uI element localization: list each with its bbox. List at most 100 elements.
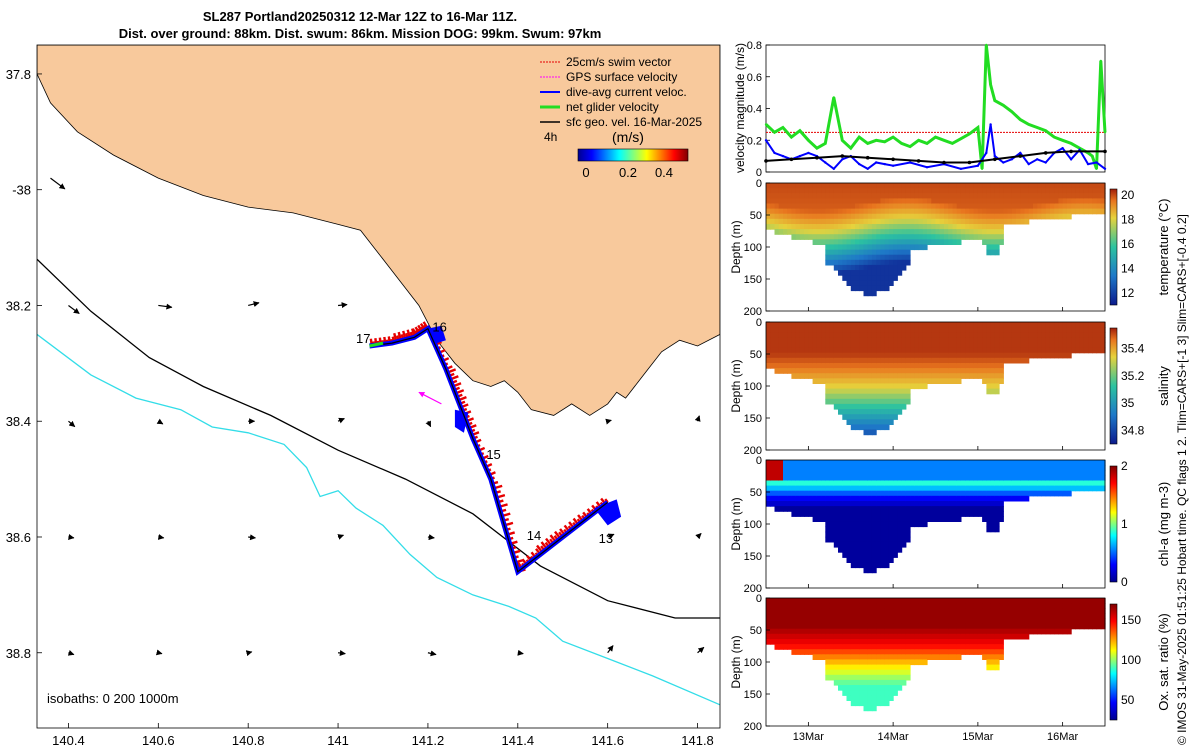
section-cell <box>1058 460 1064 466</box>
section-cell <box>812 618 818 625</box>
section-cell <box>842 275 848 281</box>
section-cell <box>888 264 894 271</box>
section-cell <box>778 208 784 215</box>
section-cell <box>931 327 937 333</box>
section-cell <box>994 659 1000 666</box>
section-cell <box>999 239 1004 245</box>
section-cell <box>871 259 877 266</box>
section-cell <box>812 649 818 655</box>
section-cell <box>914 229 920 235</box>
section-cell <box>1041 208 1047 215</box>
velocity-point <box>1103 131 1107 134</box>
section-cell <box>914 332 920 338</box>
section-cell <box>825 659 831 666</box>
section-cell <box>855 531 860 538</box>
map-x-tick-label: 141.8 <box>681 733 714 748</box>
section-cell <box>1024 332 1030 338</box>
section-cell <box>969 506 975 512</box>
map-x-tick-label: 141.6 <box>591 733 624 748</box>
section-cell <box>770 618 775 625</box>
section-cell <box>880 557 886 563</box>
section-cell <box>880 393 886 400</box>
section-cell <box>855 183 860 189</box>
velocity-series <box>764 43 1107 171</box>
section-cell <box>791 506 797 512</box>
section-cell <box>884 183 890 189</box>
section-cell <box>935 633 941 640</box>
section-cell <box>871 531 877 538</box>
map-y-tick-label: 38.6 <box>6 530 31 545</box>
section-cell <box>977 649 983 655</box>
section-cell <box>867 249 873 256</box>
section-cell <box>1062 342 1068 349</box>
section-cell <box>850 480 856 487</box>
section-cell <box>893 664 898 671</box>
section-cell <box>948 234 953 240</box>
section-cell <box>927 608 932 614</box>
section-cell <box>1024 470 1030 476</box>
section-cell <box>939 511 945 517</box>
section-cell <box>863 264 869 271</box>
section-cell <box>893 378 898 384</box>
section-cell <box>880 264 886 271</box>
section-cell <box>999 183 1004 189</box>
section-cell <box>956 639 962 645</box>
section-cell <box>944 229 949 235</box>
section-cell <box>859 259 864 266</box>
section-cell <box>939 490 945 497</box>
section-cell <box>850 419 856 425</box>
section-cell <box>901 224 907 230</box>
section-cell <box>829 654 835 660</box>
section-cell <box>774 644 780 650</box>
section-cell <box>804 327 809 333</box>
section-cell <box>1028 485 1034 492</box>
geo-vector-15 <box>337 534 345 540</box>
section-cell <box>973 208 979 215</box>
section-cell <box>871 639 877 645</box>
section-cell <box>965 234 970 240</box>
section-y-tick-label: 50 <box>750 487 762 499</box>
section-cell <box>1045 608 1051 614</box>
section-ylabel: Depth (m) <box>729 220 743 273</box>
section-cell <box>766 332 771 338</box>
section-cell <box>859 526 864 533</box>
section-cell <box>855 280 860 286</box>
section-cell <box>944 490 949 497</box>
section-cell <box>880 357 886 364</box>
section-cell <box>986 218 992 225</box>
section-cell <box>859 188 864 194</box>
section-cell <box>808 218 814 225</box>
section-cell <box>1028 322 1034 328</box>
section-cell <box>897 475 903 482</box>
section-cell <box>1011 357 1017 364</box>
section-cell <box>990 244 996 251</box>
section-cell <box>944 501 949 507</box>
section-cell <box>846 659 852 666</box>
section-cell <box>804 373 809 379</box>
section-cell <box>935 208 941 215</box>
section-cell <box>910 203 915 210</box>
section-cell <box>1071 623 1076 630</box>
section-cell <box>999 193 1004 199</box>
section-cell <box>804 322 809 328</box>
velocity-point <box>942 160 946 165</box>
section-cell <box>829 633 835 640</box>
section-cell <box>884 285 890 292</box>
section-cell <box>1096 608 1102 614</box>
section-cell <box>833 342 839 349</box>
section-cell <box>842 193 848 199</box>
section-cell <box>999 342 1004 349</box>
section-cell <box>876 485 881 492</box>
section-cell <box>863 639 869 645</box>
section-cell <box>791 368 797 374</box>
section-cell <box>829 208 835 215</box>
section-cell <box>846 357 852 364</box>
section-cell <box>838 603 843 609</box>
section-cell <box>893 409 898 415</box>
section-cell <box>774 352 780 359</box>
section-cell <box>799 485 805 492</box>
section-cell <box>833 368 839 374</box>
section-cell <box>846 327 852 333</box>
section-cell <box>931 603 937 609</box>
